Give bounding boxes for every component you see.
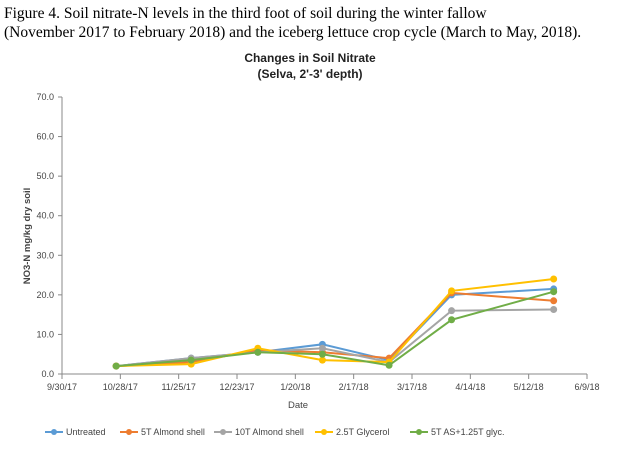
y-tick-label: 0.0	[41, 369, 54, 379]
legend-item: 5T AS+1.25T glyc.	[410, 427, 504, 437]
y-tick-label: 70.0	[36, 92, 54, 102]
series-line-1	[116, 291, 554, 368]
legend-marker	[416, 429, 422, 435]
data-point	[448, 287, 456, 295]
x-tick-label: 1/20/18	[280, 382, 310, 392]
series-line-0	[116, 287, 554, 368]
legend-marker	[51, 429, 57, 435]
legend-item: 2.5T Glycerol	[315, 427, 389, 437]
data-point	[448, 307, 456, 315]
data-point	[550, 305, 558, 313]
x-tick-label: 12/23/17	[219, 382, 254, 392]
data-point	[448, 316, 456, 324]
y-tick-label: 40.0	[36, 211, 54, 221]
data-point	[550, 275, 558, 283]
legend-label: 5T Almond shell	[141, 427, 205, 437]
y-tick-label: 10.0	[36, 329, 54, 339]
legend-item: 10T Almond shell	[214, 427, 304, 437]
x-axis-label: Date	[288, 400, 308, 411]
data-point	[385, 361, 393, 369]
data-point	[318, 356, 326, 364]
x-tick-label: 9/30/17	[47, 382, 77, 392]
chart-subtitle: (Selva, 2'-3' depth)	[257, 67, 362, 81]
x-tick-label: 2/17/18	[339, 382, 369, 392]
data-point	[550, 297, 558, 305]
series-line-2	[116, 308, 554, 368]
chart-title: Changes in Soil Nitrate	[244, 51, 376, 65]
legend-marker	[220, 429, 226, 435]
y-tick-label: 60.0	[36, 132, 54, 142]
legend-item: Untreated	[45, 427, 106, 437]
y-tick-label: 30.0	[36, 250, 54, 260]
data-point	[318, 344, 326, 352]
data-point	[318, 350, 326, 358]
x-tick-label: 3/17/18	[397, 382, 427, 392]
legend-label: 2.5T Glycerol	[336, 427, 389, 437]
y-tick-label: 50.0	[36, 171, 54, 181]
data-point	[112, 362, 120, 370]
caption-line-2: (November 2017 to February 2018) and the…	[4, 24, 582, 41]
y-axis-label: NO3-N mg/kg dry soil	[22, 188, 33, 285]
legend-marker	[126, 429, 132, 435]
legend-label: 5T AS+1.25T glyc.	[431, 427, 504, 437]
series-line-4	[116, 290, 554, 368]
x-tick-label: 5/12/18	[514, 382, 544, 392]
legend-marker	[321, 429, 327, 435]
x-tick-label: 11/25/17	[161, 382, 195, 392]
x-tick-label: 4/14/18	[455, 382, 485, 392]
data-point	[550, 288, 558, 296]
x-tick-label: 10/28/17	[103, 382, 138, 392]
legend-label: 10T Almond shell	[235, 427, 304, 437]
figure-caption: Figure 4. Soil nitrate-N levels in the t…	[4, 4, 640, 42]
caption-line-1: Figure 4. Soil nitrate-N levels in the t…	[4, 5, 487, 22]
data-point	[187, 356, 195, 364]
legend-label: Untreated	[66, 427, 106, 437]
data-point	[254, 348, 262, 356]
x-tick-label: 6/9/18	[574, 382, 599, 392]
y-tick-label: 20.0	[36, 290, 54, 300]
legend-item: 5T Almond shell	[120, 427, 205, 437]
